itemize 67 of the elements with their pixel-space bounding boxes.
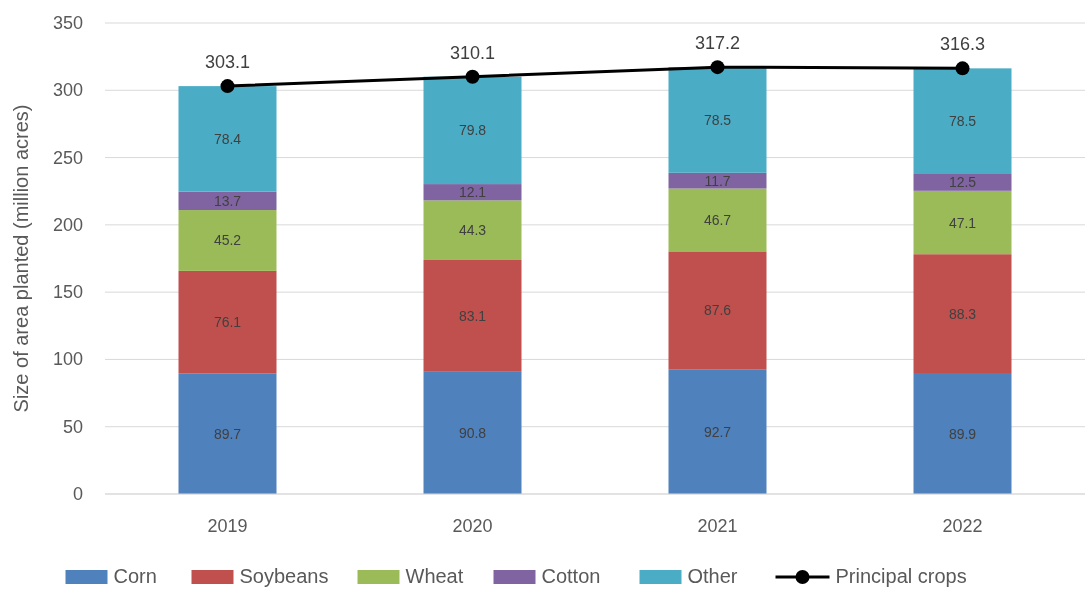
bar <box>913 173 1012 191</box>
x-tick-label: 2021 <box>697 516 738 536</box>
data-label: 46.7 <box>703 211 732 228</box>
y-tick-label: 300 <box>52 80 83 101</box>
x-tick-label: 2022 <box>942 516 983 536</box>
point <box>465 69 480 84</box>
data-label: 78.4 <box>213 130 242 147</box>
y-tick-label: 200 <box>52 214 83 235</box>
data-label: 89.9 <box>948 425 977 442</box>
bar <box>668 172 767 189</box>
bar <box>913 373 1012 494</box>
bar <box>423 200 522 260</box>
data-label: 316.3 <box>939 34 986 55</box>
bar <box>178 373 277 494</box>
data-label: 317.2 <box>694 33 741 54</box>
point <box>710 60 725 75</box>
bar <box>668 251 767 370</box>
data-label: 303.1 <box>204 52 251 73</box>
bar <box>668 188 767 252</box>
data-label: 11.7 <box>704 172 731 189</box>
data-label: 92.7 <box>703 423 732 440</box>
bar <box>423 259 522 372</box>
legend-label: Corn <box>113 565 157 587</box>
legend-label: Wheat <box>405 565 464 587</box>
data-label: 45.2 <box>213 232 242 249</box>
bar <box>913 68 1012 174</box>
y-tick-label: 0 <box>72 484 83 504</box>
data-label: 78.5 <box>948 113 977 130</box>
bar <box>178 191 277 211</box>
bar <box>423 184 522 201</box>
data-label: 13.7 <box>213 192 242 209</box>
x-tick-label: 2019 <box>207 516 248 536</box>
data-label: 44.3 <box>458 222 487 239</box>
data-label: 89.7 <box>213 425 242 442</box>
y-tick-label: 250 <box>52 147 83 168</box>
point <box>220 79 235 94</box>
data-label: 47.1 <box>948 214 977 231</box>
point <box>955 61 970 76</box>
bar <box>423 371 522 494</box>
bar <box>913 254 1012 374</box>
y-tick-label: 50 <box>62 416 83 437</box>
data-label: 87.6 <box>703 302 732 319</box>
legend-label: Soybeans <box>239 565 329 587</box>
data-label: 79.8 <box>458 122 487 139</box>
bar <box>668 369 767 494</box>
y-axis-title: Size of area planted (million acres) <box>10 104 32 413</box>
bar <box>178 86 277 192</box>
y-tick-label: 100 <box>52 349 83 370</box>
bar <box>178 210 277 271</box>
y-tick-label: 350 <box>52 13 83 33</box>
bar <box>668 67 767 173</box>
data-label: 90.8 <box>458 424 487 441</box>
legend-label: Cotton <box>541 565 601 587</box>
data-label: 76.1 <box>213 314 242 331</box>
legend-label: Other <box>687 565 738 587</box>
data-label: 78.5 <box>703 111 732 128</box>
data-label: 12.1 <box>458 184 487 201</box>
bar <box>178 270 277 374</box>
data-label: 83.1 <box>458 307 487 324</box>
y-tick-label: 150 <box>52 282 83 303</box>
data-label: 310.1 <box>449 42 496 63</box>
x-tick-label: 2020 <box>452 516 493 536</box>
bar <box>913 190 1012 255</box>
data-label: 12.5 <box>948 174 977 191</box>
bar <box>423 76 522 185</box>
legend-label: Principal crops <box>835 565 967 587</box>
data-label: 88.3 <box>948 305 977 322</box>
